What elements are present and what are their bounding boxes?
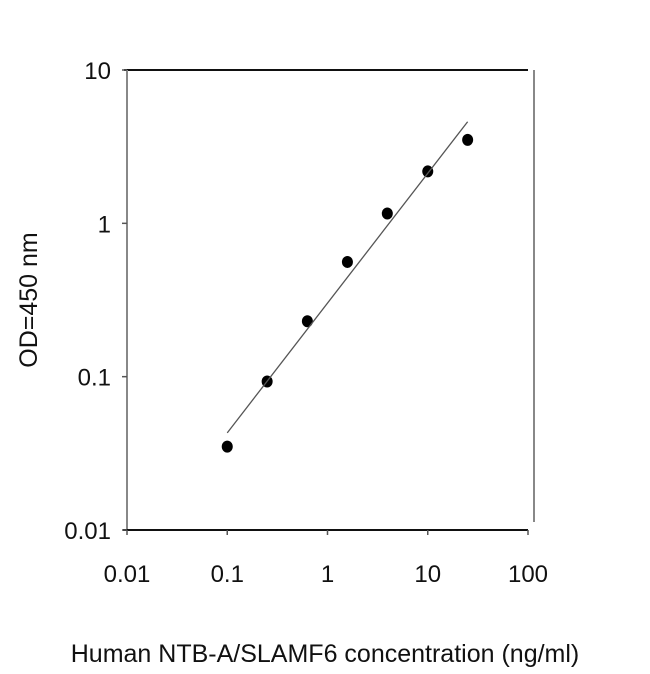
x-tick-label: 10 bbox=[414, 561, 441, 588]
data-point bbox=[221, 440, 233, 453]
x-tick-label: 0.01 bbox=[104, 561, 151, 588]
y-tick-label: 10 bbox=[84, 58, 111, 85]
x-tick-label: 0.1 bbox=[211, 561, 244, 588]
data-point bbox=[462, 133, 474, 146]
fit-line bbox=[226, 121, 469, 434]
y-axis-title: OD=450 nm bbox=[15, 232, 43, 368]
x-axis-title: Human NTB-A/SLAMF6 concentration (ng/ml) bbox=[71, 640, 580, 668]
data-point bbox=[341, 255, 353, 268]
data-point bbox=[422, 165, 434, 178]
data-point bbox=[301, 315, 313, 328]
x-tick-label: 1 bbox=[321, 561, 334, 588]
x-tick-label: 100 bbox=[508, 561, 548, 588]
data-point bbox=[381, 207, 393, 220]
y-tick-label: 1 bbox=[98, 211, 111, 238]
y-tick-label: 0.01 bbox=[64, 518, 111, 545]
y-tick-label: 0.1 bbox=[78, 365, 111, 392]
